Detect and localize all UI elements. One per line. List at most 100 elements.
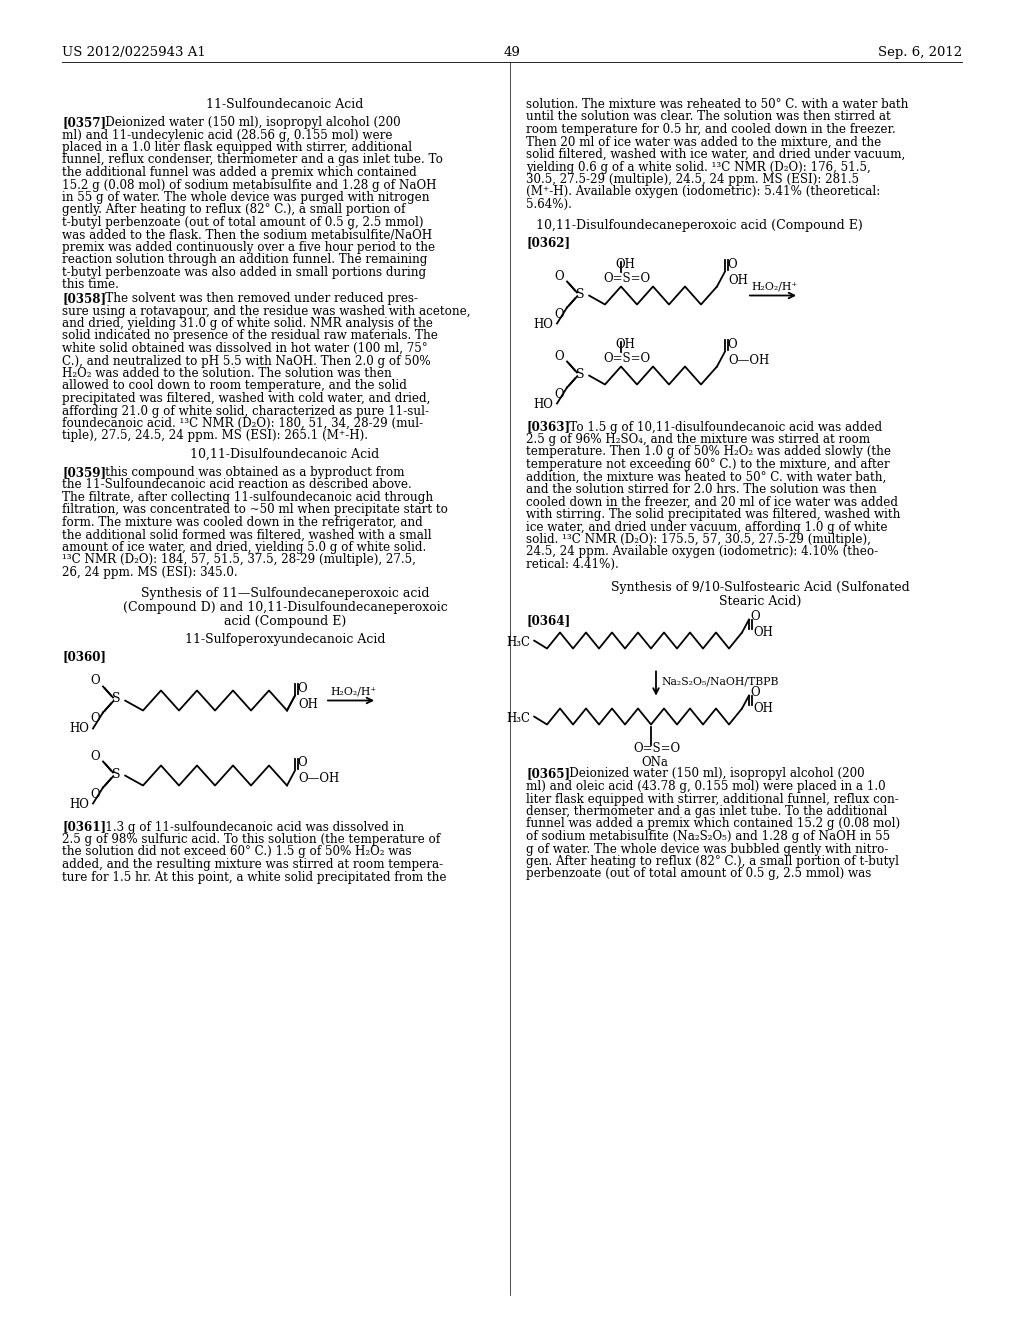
Text: cooled down in the freezer, and 20 ml of ice water was added: cooled down in the freezer, and 20 ml of…	[526, 495, 898, 508]
Text: affording 21.0 g of white solid, characterized as pure 11-sul-: affording 21.0 g of white solid, charact…	[62, 404, 429, 417]
Text: [0358]: [0358]	[62, 292, 106, 305]
Text: O—OH: O—OH	[298, 772, 339, 785]
Text: in 55 g of water. The whole device was purged with nitrogen: in 55 g of water. The whole device was p…	[62, 191, 429, 205]
Text: funnel was added a premix which contained 15.2 g (0.08 mol): funnel was added a premix which containe…	[526, 817, 900, 830]
Text: premix was added continuously over a five hour period to the: premix was added continuously over a fiv…	[62, 242, 435, 253]
Text: ml) and oleic acid (43.78 g, 0.155 mol) were placed in a 1.0: ml) and oleic acid (43.78 g, 0.155 mol) …	[526, 780, 886, 793]
Text: 2.5 g of 96% H₂SO₄, and the mixture was stirred at room: 2.5 g of 96% H₂SO₄, and the mixture was …	[526, 433, 870, 446]
Text: Deionized water (150 ml), isopropyl alcohol (200: Deionized water (150 ml), isopropyl alco…	[94, 116, 400, 129]
Text: [0361]: [0361]	[62, 821, 106, 833]
Text: [0364]: [0364]	[526, 615, 570, 627]
Text: placed in a 1.0 liter flask equipped with stirrer, additional: placed in a 1.0 liter flask equipped wit…	[62, 141, 412, 154]
Text: HO: HO	[69, 797, 89, 810]
Text: filtration, was concentrated to ~50 ml when precipitate start to: filtration, was concentrated to ~50 ml w…	[62, 503, 447, 516]
Text: [0363]: [0363]	[526, 421, 570, 433]
Text: white solid obtained was dissolved in hot water (100 ml, 75°: white solid obtained was dissolved in ho…	[62, 342, 428, 355]
Text: 5.64%).: 5.64%).	[526, 198, 571, 211]
Text: gently. After heating to reflux (82° C.), a small portion of: gently. After heating to reflux (82° C.)…	[62, 203, 406, 216]
Text: g of water. The whole device was bubbled gently with nitro-: g of water. The whole device was bubbled…	[526, 842, 889, 855]
Text: solution. The mixture was reheated to 50° C. with a water bath: solution. The mixture was reheated to 50…	[526, 98, 908, 111]
Text: ml) and 11-undecylenic acid (28.56 g, 0.155 mol) were: ml) and 11-undecylenic acid (28.56 g, 0.…	[62, 128, 392, 141]
Text: 30.5, 27.5-29 (multiple), 24.5, 24 ppm. MS (ESI): 281.5: 30.5, 27.5-29 (multiple), 24.5, 24 ppm. …	[526, 173, 859, 186]
Text: solid. ¹³C NMR (D₂O): 175.5, 57, 30.5, 27.5-29 (multiple),: solid. ¹³C NMR (D₂O): 175.5, 57, 30.5, 2…	[526, 533, 870, 546]
Text: was added to the flask. Then the sodium metabisulfite/NaOH: was added to the flask. Then the sodium …	[62, 228, 432, 242]
Text: temperature. Then 1.0 g of 50% H₂O₂ was added slowly (the: temperature. Then 1.0 g of 50% H₂O₂ was …	[526, 446, 891, 458]
Text: yielding 0.6 g of a white solid. ¹³C NMR (D₂O): 176, 51.5,: yielding 0.6 g of a white solid. ¹³C NMR…	[526, 161, 870, 173]
Text: and dried, yielding 31.0 g of white solid. NMR analysis of the: and dried, yielding 31.0 g of white soli…	[62, 317, 433, 330]
Text: S: S	[112, 693, 121, 705]
Text: Sep. 6, 2012: Sep. 6, 2012	[878, 46, 962, 59]
Text: O=S=O: O=S=O	[603, 351, 650, 364]
Text: and the solution stirred for 2.0 hrs. The solution was then: and the solution stirred for 2.0 hrs. Th…	[526, 483, 877, 496]
Text: the additional solid formed was filtered, washed with a small: the additional solid formed was filtered…	[62, 528, 432, 541]
Text: solid indicated no presence of the residual raw materials. The: solid indicated no presence of the resid…	[62, 330, 438, 342]
Text: denser, thermometer and a gas inlet tube. To the additional: denser, thermometer and a gas inlet tube…	[526, 805, 887, 818]
Text: 10,11-Disulfoundecaneperoxoic acid (Compound E): 10,11-Disulfoundecaneperoxoic acid (Comp…	[536, 219, 863, 231]
Text: precipitated was filtered, washed with cold water, and dried,: precipitated was filtered, washed with c…	[62, 392, 430, 405]
Text: [0357]: [0357]	[62, 116, 106, 129]
Text: O: O	[554, 269, 564, 282]
Text: [0365]: [0365]	[526, 767, 570, 780]
Text: O: O	[297, 756, 306, 770]
Text: S: S	[112, 767, 121, 780]
Text: O: O	[554, 388, 564, 400]
Text: H₂O₂/H⁺: H₂O₂/H⁺	[330, 686, 376, 697]
Text: reaction solution through an addition funnel. The remaining: reaction solution through an addition fu…	[62, 253, 427, 267]
Text: [0359]: [0359]	[62, 466, 106, 479]
Text: OH: OH	[753, 627, 773, 639]
Text: 11-Sulfoperoxyundecanoic Acid: 11-Sulfoperoxyundecanoic Acid	[184, 632, 385, 645]
Text: (M⁺-H). Available oxygen (iodometric): 5.41% (theoretical:: (M⁺-H). Available oxygen (iodometric): 5…	[526, 186, 881, 198]
Text: Then 20 ml of ice water was added to the mixture, and the: Then 20 ml of ice water was added to the…	[526, 136, 882, 149]
Text: the additional funnel was added a premix which contained: the additional funnel was added a premix…	[62, 166, 417, 180]
Text: The solvent was then removed under reduced pres-: The solvent was then removed under reduc…	[94, 292, 418, 305]
Text: US 2012/0225943 A1: US 2012/0225943 A1	[62, 46, 206, 59]
Text: sure using a rotavapour, and the residue was washed with acetone,: sure using a rotavapour, and the residue…	[62, 305, 470, 318]
Text: HO: HO	[534, 318, 553, 330]
Text: form. The mixture was cooled down in the refrigerator, and: form. The mixture was cooled down in the…	[62, 516, 423, 529]
Text: this time.: this time.	[62, 279, 119, 292]
Text: Deionized water (150 ml), isopropyl alcohol (200: Deionized water (150 ml), isopropyl alco…	[558, 767, 864, 780]
Text: funnel, reflux condenser, thermometer and a gas inlet tube. To: funnel, reflux condenser, thermometer an…	[62, 153, 442, 166]
Text: addition, the mixture was heated to 50° C. with water bath,: addition, the mixture was heated to 50° …	[526, 470, 886, 483]
Text: O: O	[750, 686, 760, 700]
Text: H₃C: H₃C	[506, 636, 530, 649]
Text: H₂O₂ was added to the solution. The solution was then: H₂O₂ was added to the solution. The solu…	[62, 367, 392, 380]
Text: room temperature for 0.5 hr, and cooled down in the freezer.: room temperature for 0.5 hr, and cooled …	[526, 123, 896, 136]
Text: 49: 49	[504, 46, 520, 59]
Text: added, and the resulting mixture was stirred at room tempera-: added, and the resulting mixture was sti…	[62, 858, 443, 871]
Text: O: O	[90, 675, 99, 688]
Text: O: O	[90, 713, 99, 726]
Text: 15.2 g (0.08 mol) of sodium metabisulfite and 1.28 g of NaOH: 15.2 g (0.08 mol) of sodium metabisulfit…	[62, 178, 436, 191]
Text: OH: OH	[615, 338, 635, 351]
Text: temperature not exceeding 60° C.) to the mixture, and after: temperature not exceeding 60° C.) to the…	[526, 458, 890, 471]
Text: Stearic Acid): Stearic Acid)	[719, 594, 801, 607]
Text: t-butyl perbenzoate (out of total amount of 0.5 g, 2.5 mmol): t-butyl perbenzoate (out of total amount…	[62, 216, 424, 228]
Text: tiple), 27.5, 24.5, 24 ppm. MS (ESI): 265.1 (M⁺-H).: tiple), 27.5, 24.5, 24 ppm. MS (ESI): 26…	[62, 429, 368, 442]
Text: S: S	[575, 367, 585, 380]
Text: The filtrate, after collecting 11-sulfoundecanoic acid through: The filtrate, after collecting 11-sulfou…	[62, 491, 433, 504]
Text: solid filtered, washed with ice water, and dried under vacuum,: solid filtered, washed with ice water, a…	[526, 148, 905, 161]
Text: retical: 4.41%).: retical: 4.41%).	[526, 558, 618, 572]
Text: the solution did not exceed 60° C.) 1.5 g of 50% H₂O₂ was: the solution did not exceed 60° C.) 1.5 …	[62, 846, 412, 858]
Text: O—OH: O—OH	[728, 354, 769, 367]
Text: OH: OH	[753, 702, 773, 715]
Text: this compound was obtained as a byproduct from: this compound was obtained as a byproduc…	[94, 466, 404, 479]
Text: O: O	[750, 610, 760, 623]
Text: with stirring. The solid precipitated was filtered, washed with: with stirring. The solid precipitated wa…	[526, 508, 900, 521]
Text: ¹³C NMR (D₂O): 184, 57, 51.5, 37.5, 28-29 (multiple), 27.5,: ¹³C NMR (D₂O): 184, 57, 51.5, 37.5, 28-2…	[62, 553, 416, 566]
Text: C.), and neutralized to pH 5.5 with NaOH. Then 2.0 g of 50%: C.), and neutralized to pH 5.5 with NaOH…	[62, 355, 431, 367]
Text: S: S	[575, 288, 585, 301]
Text: Synthesis of 11—Sulfoundecaneperoxoic acid: Synthesis of 11—Sulfoundecaneperoxoic ac…	[140, 586, 429, 599]
Text: O: O	[297, 681, 306, 694]
Text: O=S=O: O=S=O	[633, 742, 680, 755]
Text: gen. After heating to reflux (82° C.), a small portion of t-butyl: gen. After heating to reflux (82° C.), a…	[526, 855, 899, 869]
Text: 10,11-Disulfoundecanoic Acid: 10,11-Disulfoundecanoic Acid	[190, 447, 380, 461]
Text: (Compound D) and 10,11-Disulfoundecaneperoxoic: (Compound D) and 10,11-Disulfoundecanepe…	[123, 601, 447, 614]
Text: allowed to cool down to room temperature, and the solid: allowed to cool down to room temperature…	[62, 380, 407, 392]
Text: [0360]: [0360]	[62, 651, 106, 664]
Text: 2.5 g of 98% sulfuric acid. To this solution (the temperature of: 2.5 g of 98% sulfuric acid. To this solu…	[62, 833, 440, 846]
Text: Na₂S₂O₅/NaOH/TBPB: Na₂S₂O₅/NaOH/TBPB	[662, 676, 778, 686]
Text: HO: HO	[69, 722, 89, 735]
Text: [0362]: [0362]	[526, 236, 570, 249]
Text: O=S=O: O=S=O	[603, 272, 650, 285]
